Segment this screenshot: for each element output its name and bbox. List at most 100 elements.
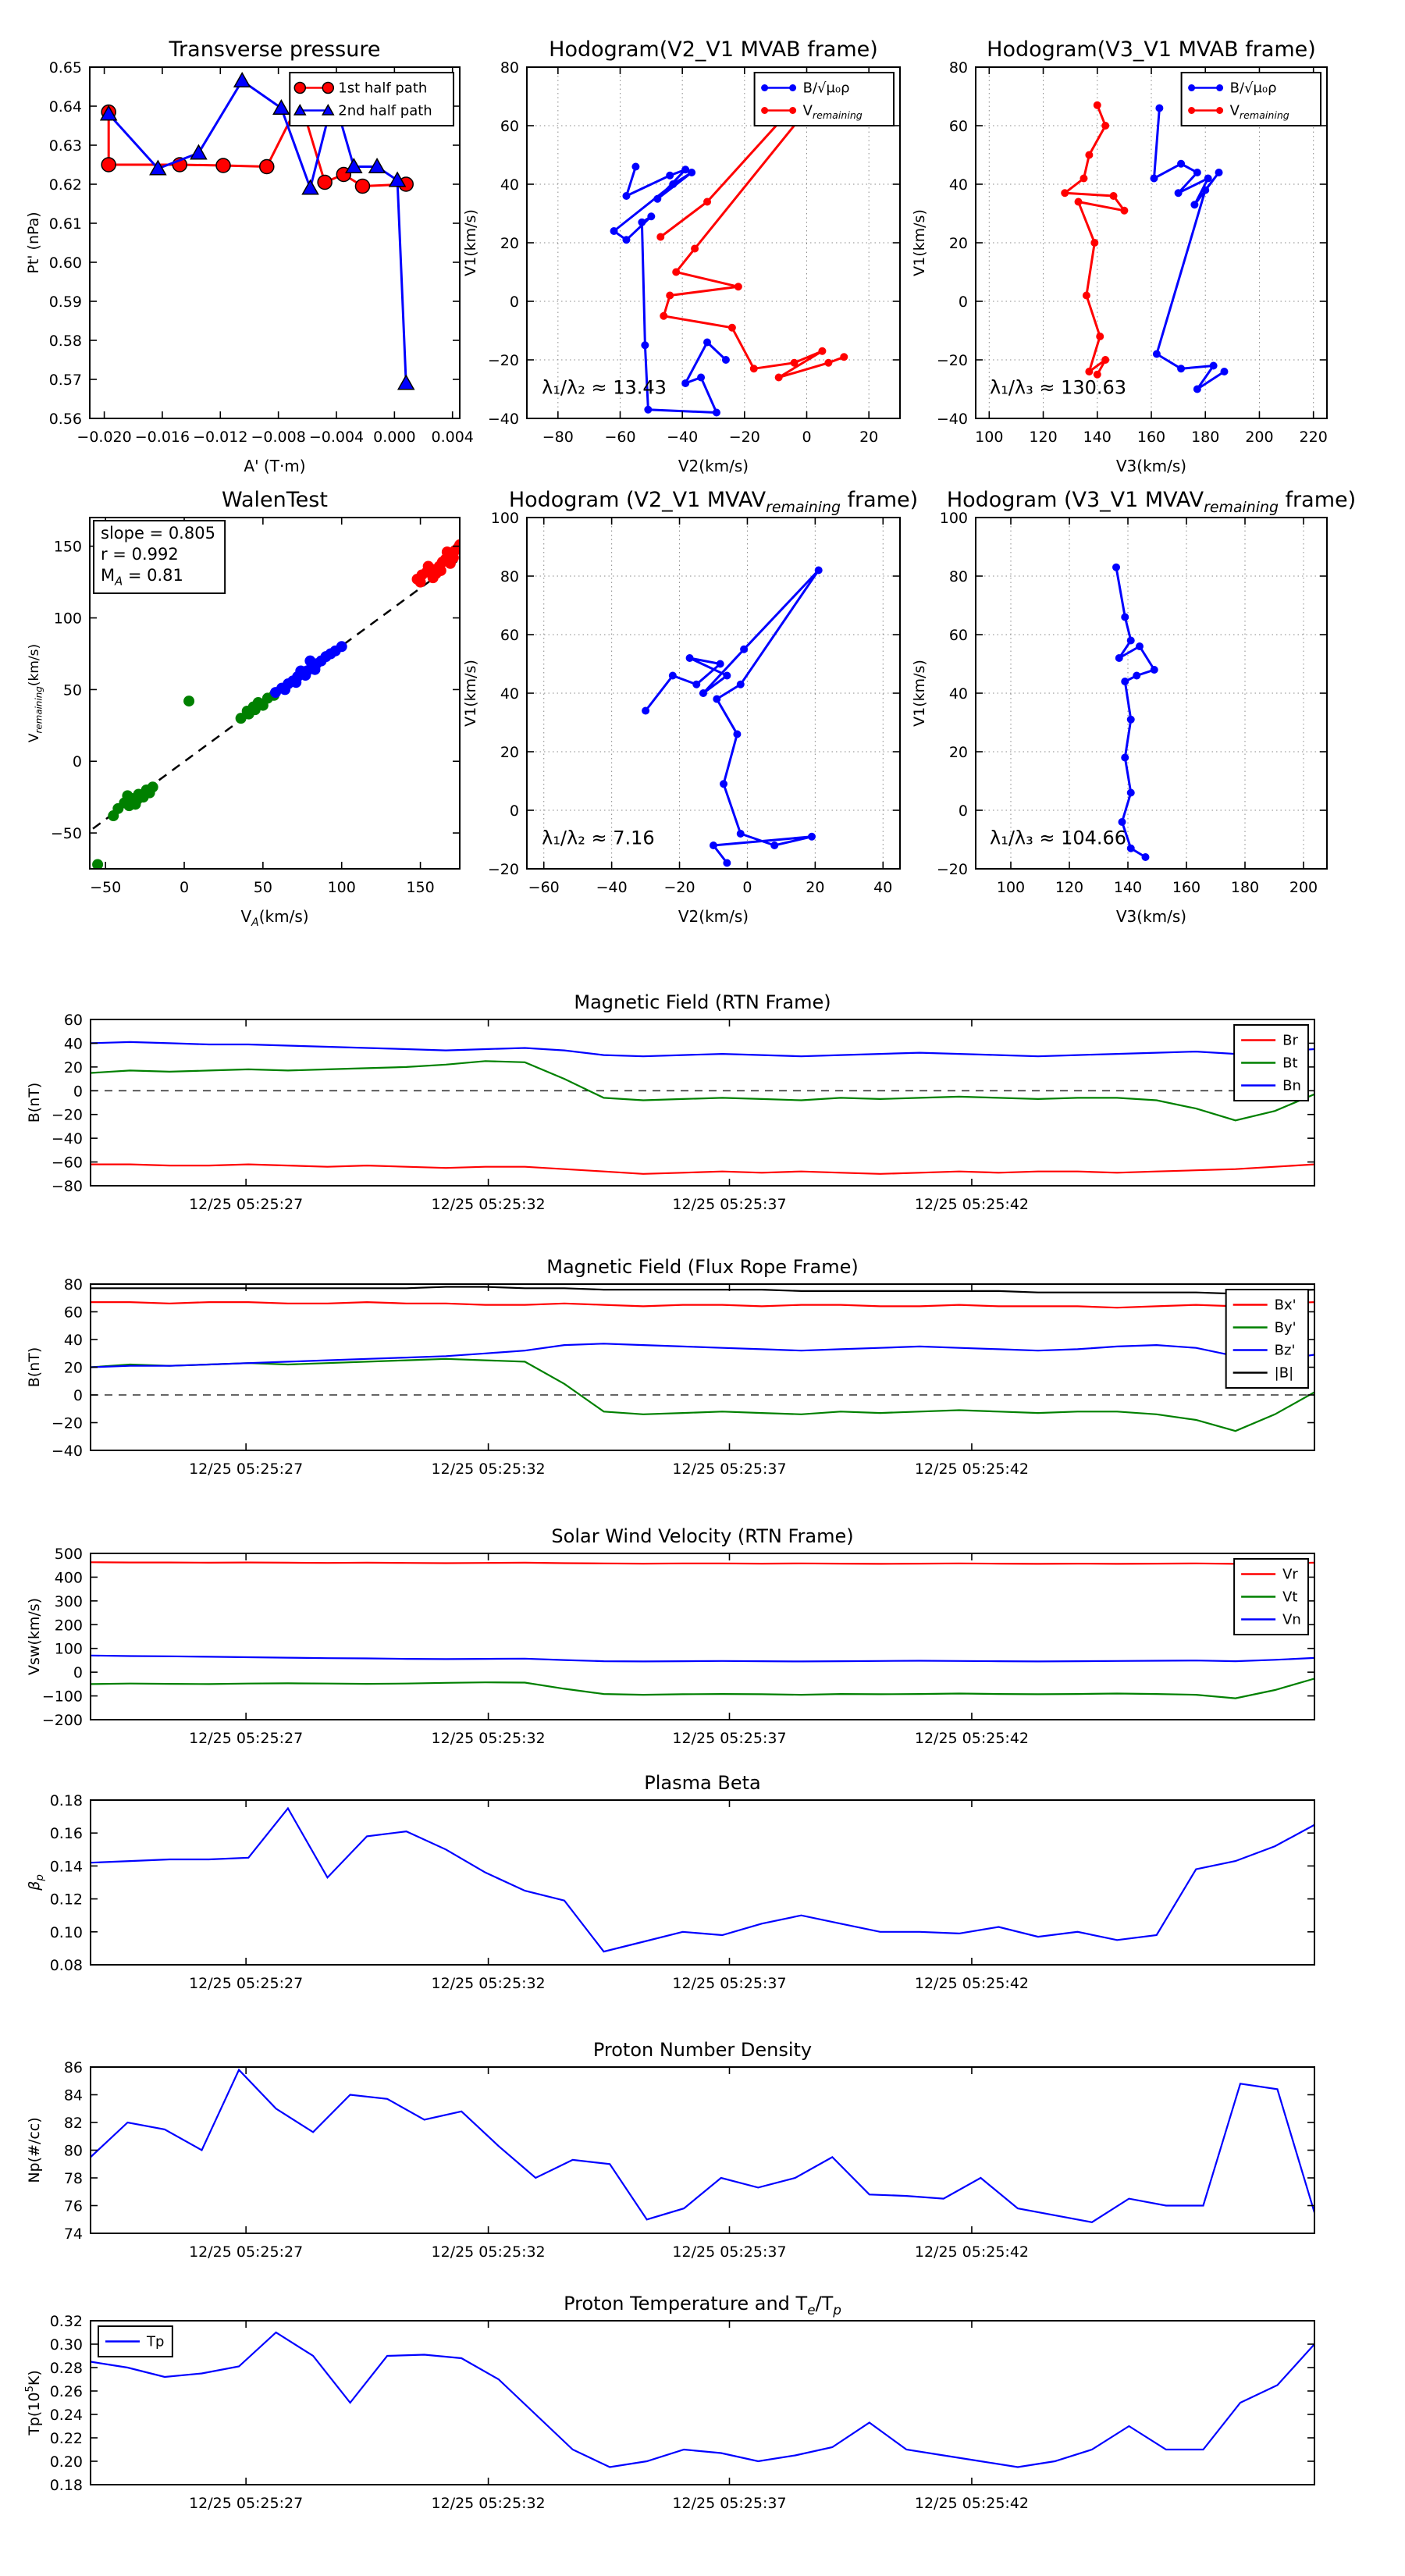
marker — [1220, 368, 1229, 375]
chart-tp: 12/25 05:25:27 12/25 05:25:32 12/25 05:25:… — [24, 2293, 1315, 2512]
x-tick-label: 120 — [1029, 429, 1057, 446]
x-tick-label: 0.000 — [373, 429, 415, 446]
x-tick-label: 12/25 05:25:42 — [915, 1730, 1029, 1747]
y-tick-label: −40 — [52, 1130, 83, 1147]
axes-border — [89, 517, 461, 870]
legend-label: B/√μ₀ρ — [803, 80, 850, 97]
marker — [699, 689, 707, 697]
y-tick-label: 200 — [55, 1617, 83, 1634]
ticks: 100 120 140 160 180 200 −20 0 20 40 60 80 100 — [937, 510, 1327, 896]
marker — [414, 576, 426, 588]
marker — [1085, 368, 1094, 375]
annotation: λ₁/λ₃ ≈ 104.66 — [990, 827, 1126, 849]
marker — [790, 358, 799, 367]
marker — [761, 84, 769, 91]
series-line — [91, 1300, 1314, 1309]
y-tick-label: −20 — [52, 1107, 83, 1124]
x-tick-label: −20 — [663, 879, 695, 896]
x-tick-label: 12/25 05:25:27 — [189, 1975, 303, 1992]
marker — [108, 810, 119, 822]
x-tick-label: −60 — [528, 879, 560, 896]
x-tick-label: 20 — [806, 879, 824, 896]
marker — [1177, 159, 1186, 168]
marker — [1215, 169, 1223, 176]
ticks: 100 120 140 160 180 200 220 −40 −20 0 20 40 60 80 — [937, 59, 1328, 446]
marker — [1085, 151, 1094, 159]
series-line — [91, 1561, 1314, 1565]
chart-title: Hodogram(V3_V1 MVAB frame) — [987, 37, 1316, 62]
marker — [304, 655, 316, 667]
series-line — [91, 1654, 1314, 1663]
marker — [147, 781, 158, 793]
x-tick-label: 0.004 — [432, 429, 474, 446]
legend-label: Bz' — [1275, 1343, 1296, 1359]
marker — [130, 799, 141, 810]
series-blue points — [270, 641, 347, 699]
marker — [734, 283, 742, 291]
series-line — [91, 1678, 1314, 1699]
marker — [149, 159, 167, 176]
marker — [301, 179, 319, 195]
x-tick-label: 12/25 05:25:32 — [432, 1975, 546, 1992]
marker — [692, 680, 701, 688]
y-tick-label: −60 — [52, 1155, 83, 1172]
chart-np: 12/25 05:25:27 12/25 05:25:32 12/25 05:25:… — [26, 2039, 1315, 2261]
y-tick-label: 0.20 — [50, 2453, 83, 2471]
x-tick-label: 20 — [859, 429, 878, 446]
chart-walen-test: −50 0 50 100 150 −50 0 50 100 150 WalenTest VA(km/s… — [27, 488, 461, 929]
x-axis-label: V2(km/s) — [678, 457, 749, 475]
marker — [293, 103, 307, 116]
x-tick-label: −60 — [604, 429, 635, 446]
y-tick-label: 40 — [64, 1035, 83, 1052]
x-tick-label: −0.008 — [251, 429, 305, 446]
x-tick-label: 12/25 05:25:42 — [915, 1461, 1029, 1478]
series-line — [91, 1163, 1314, 1175]
marker — [631, 162, 640, 171]
y-tick-label: 100 — [491, 510, 519, 527]
x-tick-label: 200 — [1245, 429, 1273, 446]
marker — [336, 641, 347, 653]
y-tick-label: 50 — [63, 681, 82, 699]
x-tick-label: 120 — [1055, 879, 1083, 896]
y-tick-label: 0.16 — [50, 1825, 83, 1842]
axes-border — [90, 1553, 1315, 1720]
legend-label: Vremaining — [1230, 103, 1289, 122]
marker — [1155, 104, 1164, 112]
x-tick-label: 180 — [1191, 429, 1219, 446]
y-tick-label: 0 — [959, 802, 968, 820]
marker — [397, 374, 415, 390]
marker — [1121, 753, 1129, 762]
y-tick-label: 20 — [949, 235, 968, 252]
marker — [1141, 853, 1150, 861]
marker — [190, 144, 208, 160]
series-Np — [91, 2068, 1314, 2223]
series-green points — [92, 689, 279, 869]
marker — [441, 546, 453, 558]
x-tick-label: 140 — [1114, 879, 1142, 896]
legend: B/√μ₀ρ Vremaining — [1180, 72, 1321, 126]
series-fit line — [92, 558, 460, 830]
x-tick-label: 100 — [328, 879, 356, 896]
chart-title: Proton Number Density — [593, 2039, 812, 2061]
y-tick-label: 0 — [959, 294, 968, 311]
y-tick-label: 0.60 — [49, 254, 82, 272]
x-tick-label: 0 — [802, 429, 811, 446]
marker — [641, 341, 649, 350]
y-tick-label: 80 — [500, 59, 519, 76]
series-B/√μ₀ρ — [610, 162, 730, 417]
chart-hodogram-v3v1-mvav: 100 120 140 160 180 200−20020406080100Hodogra… — [911, 488, 1356, 926]
x-axis-label: V2(km/s) — [678, 907, 749, 926]
marker — [322, 81, 335, 94]
x-tick-label: −50 — [90, 879, 121, 896]
marker — [727, 323, 736, 332]
stats-box: slope = 0.805 r = 0.992 MA = 0.81 — [93, 520, 226, 594]
y-tick-label: 76 — [64, 2198, 83, 2215]
ticks: −50 0 50 100 150 −50 0 50 100 150 — [51, 518, 460, 896]
legend: Bx' By' Bz' |B| — [1225, 1289, 1310, 1389]
marker — [808, 832, 816, 841]
marker — [183, 696, 195, 707]
y-tick-label: 100 — [940, 510, 968, 527]
marker — [697, 373, 706, 382]
legend-label: By' — [1275, 1320, 1297, 1336]
